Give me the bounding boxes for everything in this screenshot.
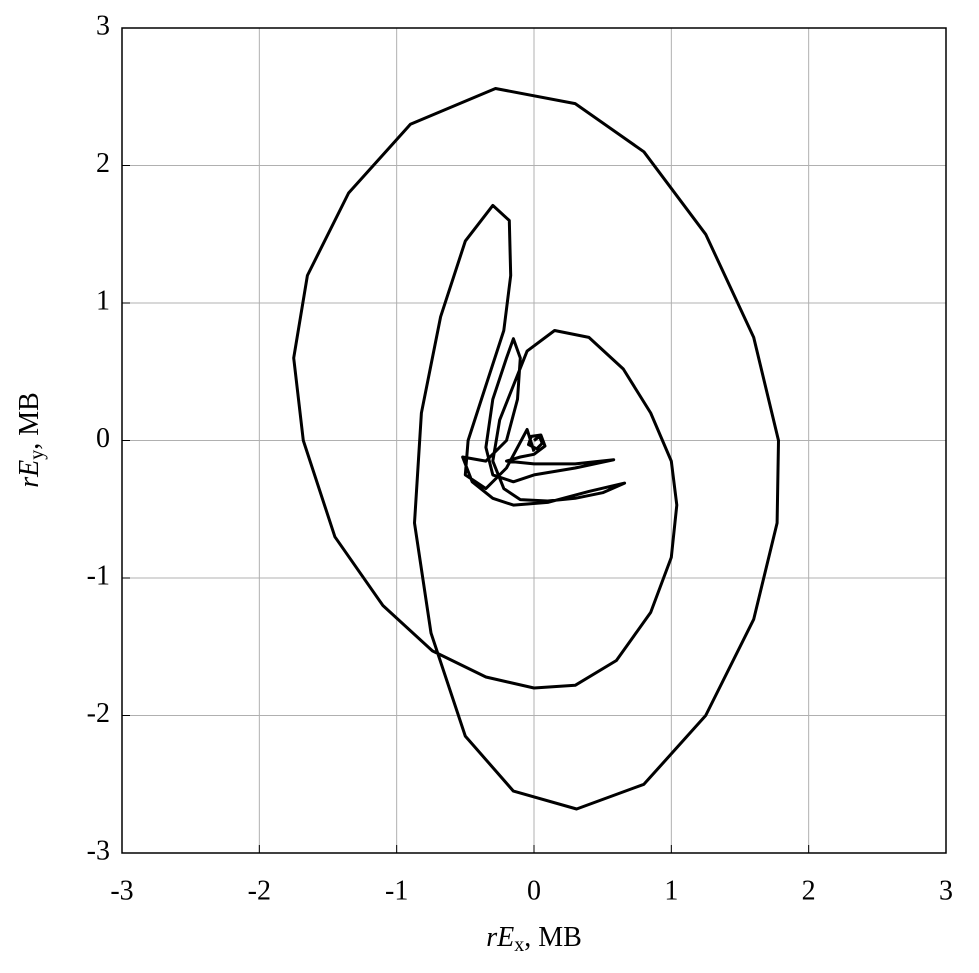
axis-label-part: y xyxy=(26,450,48,460)
x-tick-label: -3 xyxy=(110,875,133,906)
axis-label-part: r xyxy=(14,477,45,488)
y-tick-label: 0 xyxy=(96,423,110,454)
axis-label-part: r xyxy=(486,922,497,953)
y-tick-label: -1 xyxy=(87,560,110,591)
data-line xyxy=(292,87,780,811)
axis-label-part: x xyxy=(514,934,524,956)
y-tick-label: -2 xyxy=(87,698,110,729)
x-tick-label: 1 xyxy=(664,875,678,906)
x-axis-label: rEx, МВ xyxy=(486,922,582,955)
axis-label-part: E xyxy=(496,922,514,953)
plot-frame xyxy=(121,27,947,854)
x-tick-label: 0 xyxy=(527,875,541,906)
x-tick-label: 3 xyxy=(939,875,953,906)
x-tick-label: -2 xyxy=(248,875,271,906)
y-tick-label: 3 xyxy=(96,10,110,41)
y-tick-label: 1 xyxy=(96,285,110,316)
x-tick-label: -1 xyxy=(385,875,408,906)
x-tick-label: 2 xyxy=(802,875,816,906)
axis-label-part: , МВ xyxy=(524,922,582,953)
y-axis-label: rEy, МВ xyxy=(14,392,47,488)
y-tick-label: 2 xyxy=(96,148,110,179)
axis-label-part: E xyxy=(14,460,45,478)
axis-label-part: , МВ xyxy=(14,392,45,450)
y-tick-label: -3 xyxy=(87,835,110,866)
